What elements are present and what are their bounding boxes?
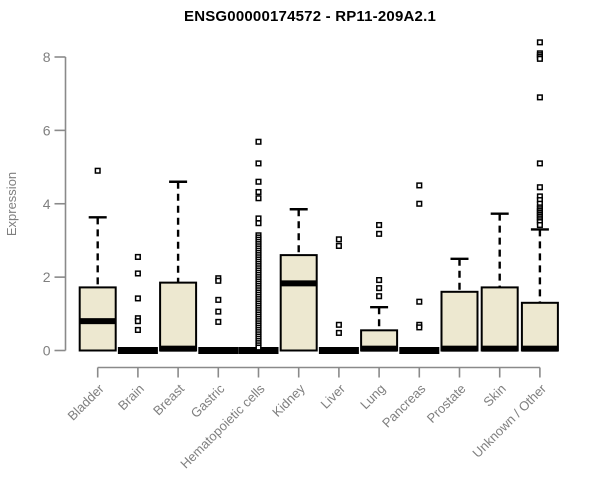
box-prostate — [440, 257, 479, 352]
outlier-point — [255, 138, 262, 145]
y-tick-label: 2 — [43, 269, 51, 285]
outlier-point — [134, 270, 141, 277]
outlier-point — [255, 195, 262, 202]
outlier-point — [335, 329, 342, 336]
box-kidney — [279, 208, 318, 352]
outlier-point — [255, 188, 262, 196]
median-line — [481, 345, 518, 352]
collapsed-box — [318, 347, 359, 354]
x-tick-label: Bladder — [65, 381, 108, 424]
outlier-point — [536, 160, 543, 167]
outlier-point — [416, 200, 423, 207]
box-body — [159, 281, 198, 352]
chart-title: ENSG00000174572 - RP11-209A2.1 — [183, 8, 436, 25]
median-line — [160, 345, 197, 352]
outlier-point — [94, 167, 101, 174]
outlier-point — [255, 344, 262, 351]
median-line — [79, 318, 116, 325]
outlier-point — [416, 298, 423, 305]
collapsed-box — [198, 347, 239, 354]
box-body — [440, 290, 479, 352]
x-tick-label: Skin — [480, 381, 508, 409]
y-axis-label: Expression — [4, 172, 19, 236]
box-pancreas — [399, 182, 440, 354]
x-tick-label: Kidney — [269, 381, 308, 420]
outlier-point — [376, 285, 383, 292]
x-tick-label: Lung — [357, 381, 388, 412]
x-tick-label: Unknown / Other — [469, 381, 549, 461]
outlier-point — [416, 324, 423, 331]
x-tick-label: Brain — [115, 381, 147, 413]
x-tick-label: Pancreas — [379, 381, 429, 431]
box-unknown-other — [520, 39, 559, 352]
outlier-point — [536, 39, 543, 46]
outlier-point — [215, 296, 222, 303]
box-hematopoietic-cells — [238, 138, 279, 354]
x-tick-label: Prostate — [424, 381, 469, 426]
outlier-point — [134, 318, 141, 325]
median-line — [521, 345, 558, 352]
outlier-point — [536, 221, 543, 229]
y-axis: 0 2 4 6 8 — [43, 49, 67, 359]
outlier-point — [416, 182, 423, 189]
collapsed-box — [117, 347, 158, 354]
outlier-point — [536, 55, 543, 62]
outlier-point — [215, 308, 222, 315]
outlier-point — [215, 277, 222, 284]
y-tick-label: 8 — [43, 49, 51, 65]
box-body — [279, 254, 318, 352]
outlier-point — [255, 220, 262, 227]
outlier-point — [134, 253, 141, 260]
outlier-point — [215, 318, 222, 325]
outlier-point — [255, 215, 262, 222]
collapsed-box — [399, 347, 440, 354]
x-tick-label: Breast — [150, 381, 187, 418]
outlier-point — [376, 221, 383, 229]
box-bladder — [78, 167, 117, 352]
outlier-point — [376, 293, 383, 300]
y-tick-label: 6 — [43, 122, 51, 138]
outlier-point — [335, 236, 342, 243]
median-line — [280, 280, 317, 287]
median-line — [441, 345, 478, 352]
outlier-point — [335, 242, 342, 249]
outlier-point — [536, 184, 543, 191]
outlier-point — [134, 326, 141, 334]
y-tick-label: 4 — [43, 196, 51, 212]
outlier-point — [376, 277, 383, 284]
x-tick-label: Liver — [317, 381, 348, 412]
box-body — [480, 286, 519, 352]
box-body — [520, 301, 559, 352]
outlier-point — [134, 295, 141, 302]
outlier-point — [255, 160, 262, 167]
outlier-point — [376, 230, 383, 237]
box-liver — [318, 236, 359, 354]
box-lung — [360, 221, 399, 352]
outlier-point — [536, 94, 543, 101]
median-line — [361, 345, 398, 352]
box-skin — [480, 212, 519, 352]
outlier-point — [335, 321, 342, 328]
outlier-point — [255, 178, 262, 185]
box-brain — [117, 253, 158, 354]
y-tick-label: 0 — [43, 343, 51, 359]
box-gastric — [198, 275, 239, 354]
x-tick-label: Gastric — [188, 381, 228, 421]
box-breast — [159, 180, 198, 352]
